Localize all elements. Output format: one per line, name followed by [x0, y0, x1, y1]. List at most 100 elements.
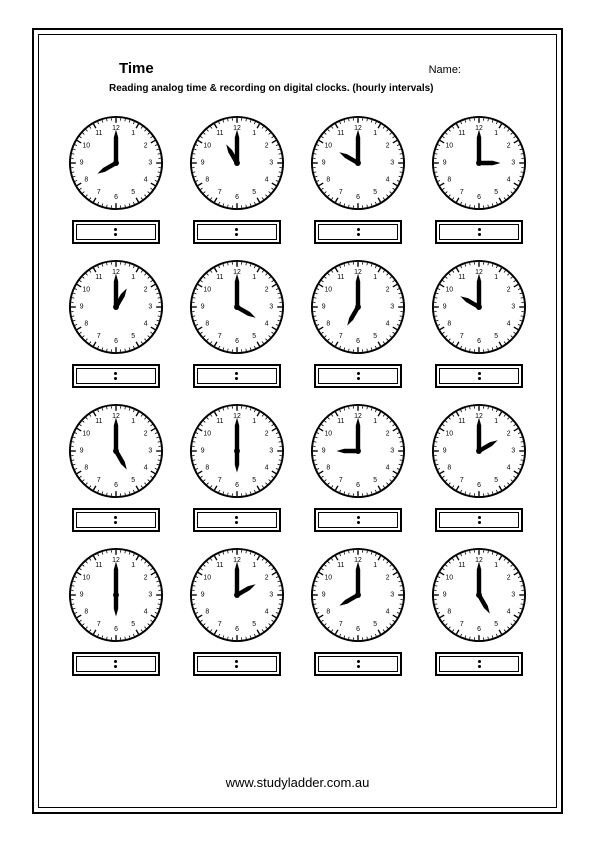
clock-icon: 123456789101112	[309, 258, 407, 356]
digital-time-inner	[197, 224, 277, 240]
digital-time-box[interactable]	[435, 652, 523, 676]
svg-text:7: 7	[218, 333, 222, 340]
digital-time-inner	[76, 512, 156, 528]
svg-text:4: 4	[386, 609, 390, 616]
svg-text:3: 3	[269, 160, 273, 167]
svg-text:8: 8	[205, 609, 209, 616]
clock-icon: 123456789101112	[430, 258, 528, 356]
svg-text:4: 4	[143, 465, 147, 472]
colon-icon	[357, 515, 360, 525]
svg-text:7: 7	[218, 189, 222, 196]
digital-time-box[interactable]	[193, 220, 281, 244]
svg-text:5: 5	[252, 333, 256, 340]
svg-text:9: 9	[79, 304, 83, 311]
worksheet-title: Time	[119, 60, 154, 77]
svg-text:2: 2	[265, 430, 269, 437]
svg-text:10: 10	[82, 574, 90, 581]
clock-icon: 123456789101112	[67, 114, 165, 212]
clock-icon: 123456789101112	[67, 546, 165, 644]
svg-text:7: 7	[97, 477, 101, 484]
digital-time-box[interactable]	[193, 508, 281, 532]
svg-text:4: 4	[265, 177, 269, 184]
clock-icon: 123456789101112	[430, 402, 528, 500]
clock-icon: 123456789101112	[188, 546, 286, 644]
digital-time-box[interactable]	[193, 364, 281, 388]
digital-time-inner	[197, 368, 277, 384]
svg-text:10: 10	[325, 286, 333, 293]
svg-text:3: 3	[269, 448, 273, 455]
svg-text:7: 7	[339, 621, 343, 628]
svg-text:1: 1	[373, 274, 377, 281]
svg-text:11: 11	[459, 418, 466, 425]
name-label: Name:	[429, 64, 461, 76]
svg-text:2: 2	[507, 142, 511, 149]
svg-text:5: 5	[373, 189, 377, 196]
svg-text:8: 8	[205, 465, 209, 472]
svg-text:5: 5	[252, 621, 256, 628]
digital-time-box[interactable]	[435, 220, 523, 244]
digital-time-box[interactable]	[314, 364, 402, 388]
svg-text:11: 11	[216, 562, 223, 569]
colon-icon	[114, 371, 117, 381]
svg-text:2: 2	[507, 574, 511, 581]
clock-cell: 123456789101112	[183, 402, 290, 532]
svg-text:3: 3	[512, 592, 516, 599]
svg-text:7: 7	[339, 189, 343, 196]
svg-text:9: 9	[443, 304, 447, 311]
svg-text:9: 9	[79, 448, 83, 455]
svg-text:1: 1	[373, 418, 377, 425]
colon-icon	[357, 659, 360, 669]
colon-icon	[235, 659, 238, 669]
svg-text:11: 11	[337, 418, 344, 425]
svg-text:5: 5	[131, 189, 135, 196]
svg-text:9: 9	[201, 448, 205, 455]
colon-icon	[235, 515, 238, 525]
svg-text:6: 6	[477, 626, 481, 633]
svg-text:6: 6	[356, 626, 360, 633]
clock-icon: 123456789101112	[309, 114, 407, 212]
svg-text:8: 8	[84, 321, 88, 328]
clock-cell: 123456789101112	[62, 402, 169, 532]
clock-icon: 123456789101112	[430, 546, 528, 644]
digital-time-box[interactable]	[435, 508, 523, 532]
digital-time-inner	[318, 368, 398, 384]
svg-text:11: 11	[459, 274, 466, 281]
digital-time-box[interactable]	[72, 220, 160, 244]
digital-time-box[interactable]	[435, 364, 523, 388]
digital-time-box[interactable]	[193, 652, 281, 676]
svg-text:3: 3	[512, 160, 516, 167]
digital-time-box[interactable]	[314, 652, 402, 676]
digital-time-box[interactable]	[72, 508, 160, 532]
svg-text:5: 5	[373, 333, 377, 340]
svg-text:1: 1	[373, 562, 377, 569]
svg-text:1: 1	[373, 130, 377, 137]
digital-time-box[interactable]	[314, 508, 402, 532]
svg-text:4: 4	[265, 321, 269, 328]
svg-text:1: 1	[495, 418, 499, 425]
svg-text:10: 10	[446, 574, 454, 581]
digital-time-box[interactable]	[72, 364, 160, 388]
colon-icon	[478, 515, 481, 525]
svg-text:3: 3	[391, 304, 395, 311]
svg-text:4: 4	[507, 465, 511, 472]
svg-text:2: 2	[507, 430, 511, 437]
svg-text:11: 11	[95, 418, 102, 425]
worksheet-subtitle: Reading analog time & recording on digit…	[109, 83, 521, 94]
digital-time-inner	[76, 368, 156, 384]
svg-text:6: 6	[235, 338, 239, 345]
svg-text:1: 1	[252, 274, 256, 281]
clock-cell: 123456789101112	[183, 114, 290, 244]
clock-cell: 123456789101112	[62, 546, 169, 676]
svg-text:9: 9	[79, 592, 83, 599]
clock-cell: 123456789101112	[62, 258, 169, 388]
svg-text:3: 3	[391, 448, 395, 455]
svg-text:7: 7	[97, 621, 101, 628]
digital-time-box[interactable]	[314, 220, 402, 244]
svg-text:3: 3	[148, 304, 152, 311]
svg-text:8: 8	[84, 609, 88, 616]
digital-time-box[interactable]	[72, 652, 160, 676]
svg-text:7: 7	[339, 477, 343, 484]
svg-text:2: 2	[143, 430, 147, 437]
svg-text:7: 7	[218, 621, 222, 628]
svg-text:4: 4	[143, 177, 147, 184]
